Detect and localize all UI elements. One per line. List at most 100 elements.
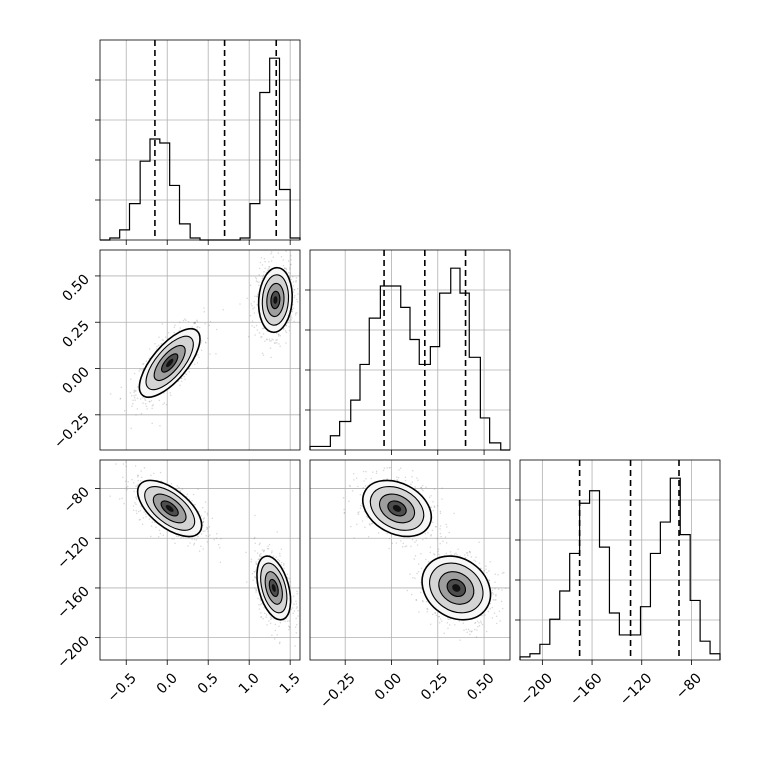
sample-point bbox=[488, 570, 490, 572]
sample-point bbox=[437, 548, 440, 550]
sample-point bbox=[254, 587, 256, 589]
sample-point bbox=[294, 645, 296, 647]
sample-point bbox=[415, 598, 417, 601]
sample-point bbox=[146, 408, 148, 410]
sample-point bbox=[295, 632, 298, 634]
sample-point bbox=[141, 523, 144, 525]
sample-point bbox=[262, 354, 265, 356]
sample-point bbox=[293, 296, 296, 299]
sample-point bbox=[295, 600, 297, 602]
sample-point bbox=[497, 588, 500, 590]
sample-point bbox=[253, 326, 256, 328]
sample-point bbox=[287, 260, 290, 262]
sample-point bbox=[275, 556, 277, 558]
sample-point bbox=[209, 534, 211, 536]
sample-point bbox=[432, 521, 434, 524]
sample-point bbox=[441, 620, 443, 622]
sample-point bbox=[126, 485, 129, 488]
sample-point bbox=[487, 610, 490, 613]
sample-point bbox=[288, 626, 291, 628]
sample-point bbox=[255, 562, 258, 565]
sample-point bbox=[278, 560, 281, 562]
sample-point bbox=[262, 617, 264, 620]
sample-point bbox=[143, 467, 146, 469]
sample-point bbox=[343, 511, 346, 514]
sample-point bbox=[272, 339, 274, 341]
sample-point bbox=[135, 414, 137, 416]
sample-point bbox=[217, 543, 220, 546]
sample-point bbox=[293, 288, 296, 291]
sample-point bbox=[290, 278, 292, 281]
sample-point bbox=[280, 561, 283, 564]
sample-point bbox=[364, 485, 367, 487]
sample-point bbox=[178, 486, 180, 489]
sample-point bbox=[478, 562, 481, 564]
sample-point bbox=[434, 526, 437, 528]
sample-point bbox=[263, 549, 265, 551]
sample-point bbox=[396, 479, 398, 481]
sample-point bbox=[406, 589, 409, 592]
sample-point bbox=[258, 543, 261, 546]
sample-point bbox=[504, 587, 507, 590]
sample-point bbox=[270, 617, 273, 620]
sample-point bbox=[365, 515, 368, 518]
sample-point bbox=[261, 549, 264, 551]
sample-point bbox=[196, 326, 198, 328]
sample-point bbox=[463, 629, 465, 632]
sample-point bbox=[202, 548, 204, 550]
sample-point bbox=[155, 348, 158, 350]
sample-point bbox=[251, 305, 253, 307]
sample-point bbox=[144, 398, 146, 400]
sample-point bbox=[479, 620, 482, 623]
sample-point bbox=[118, 498, 121, 500]
sample-point bbox=[401, 545, 404, 548]
sample-point bbox=[284, 620, 286, 622]
sample-point bbox=[359, 504, 362, 507]
sample-point bbox=[209, 353, 211, 355]
sample-point bbox=[194, 321, 197, 324]
sample-point bbox=[397, 476, 400, 479]
sample-point bbox=[263, 606, 265, 609]
sample-point bbox=[181, 377, 183, 379]
sample-point bbox=[185, 373, 188, 376]
sample-point bbox=[133, 395, 135, 397]
sample-point bbox=[124, 480, 127, 483]
sample-point bbox=[194, 503, 196, 506]
sample-point bbox=[135, 485, 137, 488]
sample-point bbox=[206, 512, 209, 515]
sample-point bbox=[264, 340, 266, 342]
sample-point bbox=[361, 505, 363, 508]
sample-point bbox=[350, 525, 352, 528]
sample-point bbox=[459, 639, 461, 641]
x-tick-label: −160 bbox=[567, 670, 606, 709]
sample-point bbox=[291, 310, 294, 313]
sample-point bbox=[219, 561, 222, 564]
sample-point bbox=[433, 488, 436, 490]
sample-point bbox=[294, 314, 297, 316]
sample-point bbox=[430, 494, 432, 497]
y-tick-label: 0.00 bbox=[59, 364, 92, 397]
sample-point bbox=[432, 501, 434, 503]
sample-point bbox=[415, 539, 418, 542]
x-tick-label: −200 bbox=[517, 670, 556, 709]
x-tick-label: −0.5 bbox=[104, 670, 139, 705]
sample-point bbox=[282, 328, 285, 330]
sample-point bbox=[287, 577, 289, 579]
sample-point bbox=[264, 260, 266, 263]
sample-point bbox=[282, 259, 285, 261]
sample-point bbox=[429, 546, 432, 548]
sample-point bbox=[475, 636, 478, 638]
sample-point bbox=[154, 343, 156, 345]
sample-point bbox=[158, 336, 160, 338]
sample-point bbox=[207, 367, 209, 369]
sample-point bbox=[255, 569, 257, 571]
sample-point bbox=[142, 363, 144, 366]
sample-point bbox=[412, 576, 414, 579]
sample-point bbox=[293, 320, 295, 323]
sample-point bbox=[148, 348, 151, 350]
sample-point bbox=[414, 541, 416, 544]
sample-point bbox=[194, 322, 196, 325]
sample-point bbox=[495, 594, 497, 597]
sample-point bbox=[462, 622, 465, 624]
